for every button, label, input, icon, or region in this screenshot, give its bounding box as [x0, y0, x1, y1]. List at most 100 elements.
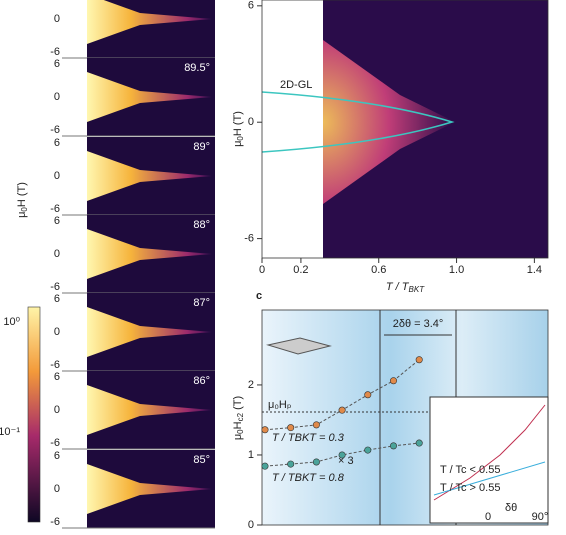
inset-label: 90°	[532, 511, 549, 523]
label-part: 0	[20, 207, 29, 212]
label-part: μ	[16, 212, 28, 218]
x-tick-label: 0.2	[293, 264, 308, 276]
label-part: 0	[236, 429, 245, 434]
y-axis-label: μ0H (T)	[232, 111, 245, 147]
label-part: μ	[232, 434, 244, 440]
data-point	[312, 421, 320, 429]
label-part: T / T	[386, 281, 410, 293]
legend-label: T / TBKT = 0.3	[272, 432, 345, 444]
data-point	[389, 377, 397, 385]
angle-label: 88°	[193, 219, 210, 231]
axes-frame	[261, 309, 549, 526]
label-part: c2	[236, 412, 245, 421]
x-tick-label: 0.6	[371, 264, 386, 276]
heatmap-wedge	[87, 0, 212, 44]
angle-label: 89.5°	[184, 62, 210, 74]
data-point	[287, 460, 295, 468]
data-point	[261, 462, 269, 470]
panel-a	[62, 0, 215, 529]
y-tick-label: -6	[50, 437, 60, 449]
y-tick-label: 0	[54, 13, 60, 25]
y-tick-label: 0	[54, 404, 60, 416]
heatmap-wedge	[87, 307, 212, 357]
inset-curve	[433, 461, 546, 496]
y-tick-label: 0	[54, 248, 60, 260]
data-point	[312, 458, 320, 466]
heatmap-wedge	[323, 40, 455, 204]
sample-icon	[266, 337, 332, 355]
y-tick-label: -6	[50, 281, 60, 293]
panel-label: c	[256, 290, 262, 302]
angle-label: 87°	[193, 297, 210, 309]
y-tick-label: 6	[54, 450, 60, 462]
inset-label: 0	[485, 511, 491, 523]
y-tick-label: -6	[50, 46, 60, 58]
y-tick-label: 0	[248, 519, 254, 530]
data-point	[415, 356, 423, 364]
heatmap-wedge	[87, 72, 212, 122]
angle-label: 89°	[193, 141, 210, 153]
label-part: μ	[232, 141, 244, 147]
y-tick-label: -6	[50, 203, 60, 215]
heatmap-wedge	[87, 151, 212, 201]
heatmap-wedge	[87, 464, 212, 514]
y-tick-label: 6	[54, 58, 60, 70]
data-point	[389, 442, 397, 450]
y-tick-label: 6	[54, 293, 60, 305]
y-tick-label: 0	[54, 483, 60, 495]
data-point	[338, 406, 346, 414]
colorbar-label: 10⁻¹	[0, 426, 20, 438]
panel-b	[261, 0, 549, 259]
colorbar	[27, 306, 41, 523]
y-tick-label: 0	[54, 91, 60, 103]
x-tick-label: 1.4	[527, 264, 542, 276]
data-point	[338, 451, 346, 459]
y-tick-label: 2	[248, 379, 254, 391]
data-point	[364, 391, 372, 399]
annotation: × 3	[338, 455, 354, 467]
x-tick-label: 1.0	[449, 264, 464, 276]
heatmap-wedge	[87, 385, 212, 435]
inset-label: δθ	[505, 502, 517, 514]
inset	[429, 396, 549, 524]
data-point	[261, 426, 269, 434]
y-tick-label: -6	[244, 233, 254, 245]
annotation: μ₀Hₚ	[268, 399, 292, 411]
angle-label: 85°	[193, 454, 210, 466]
label-part: BKT	[409, 285, 426, 294]
label-part: H (T)	[232, 111, 244, 136]
y-tick-label: 6	[54, 137, 60, 149]
y-axis-label: μ0Hc2 (T)	[232, 396, 245, 440]
data-point	[287, 424, 295, 432]
y-tick-label: -6	[50, 124, 60, 136]
data-point	[415, 439, 423, 447]
panel-c	[261, 309, 549, 526]
annotation: 2δθ = 3.4°	[393, 318, 444, 330]
legend-label: T / TBKT = 0.8	[272, 472, 345, 484]
label-part: (T)	[232, 396, 244, 413]
x-tick-label: 0	[259, 264, 265, 276]
label-part: H (T)	[16, 182, 28, 207]
inset-curve	[433, 404, 546, 501]
x-axis-label: T / TBKT	[386, 281, 425, 294]
y-tick-label: 6	[54, 215, 60, 227]
y-tick-label: 0	[248, 116, 254, 128]
label-part: 0	[236, 136, 245, 141]
y-tick-label: 0	[54, 326, 60, 338]
y-tick-label: 6	[54, 371, 60, 383]
inset-label: T / Tc > 0.55	[440, 482, 500, 494]
heatmap-wedge	[87, 229, 212, 279]
data-point	[364, 446, 372, 454]
inset-label: T / Tc < 0.55	[440, 464, 500, 476]
angle-label: 86°	[193, 375, 210, 387]
y-tick-label: -6	[50, 359, 60, 371]
gl-fit	[261, 91, 455, 153]
y-tick-label: 1	[248, 449, 254, 461]
label-part: H	[232, 421, 244, 429]
y-axis-label: μ0H (T)	[16, 182, 29, 218]
y-tick-label: -6	[50, 516, 60, 528]
axes-frame	[261, 0, 549, 259]
annotation: 2D-GL	[280, 79, 312, 91]
colorbar-label: 10⁰	[3, 316, 20, 328]
